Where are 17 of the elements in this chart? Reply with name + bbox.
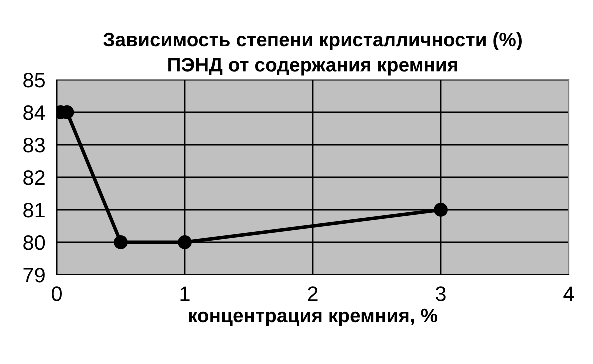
y-tick-label: 84 [24,106,46,120]
y-tick-label: 85 [24,73,46,88]
y-tick-label: 80 [24,236,46,250]
y-tick-label: 79 [24,268,45,283]
x-tick-label: 3 [436,286,446,302]
y-tick-label: 82 [24,170,45,186]
x-tick-label: 4 [564,286,574,302]
y-tick-label: 83 [24,138,45,153]
x-axis-title: концентрация кремния, % [189,308,438,326]
x-tick-label: 1 [180,286,190,302]
y-tick-label: 81 [24,203,45,218]
chart-title: Зависимость степени кристалличности (%) ПЭНД от содержания кремния [104,32,522,76]
x-tick-label: 2 [308,286,318,302]
point [434,203,448,217]
x-tick-label: 0 [52,286,62,302]
point [114,236,128,250]
point [178,236,192,250]
